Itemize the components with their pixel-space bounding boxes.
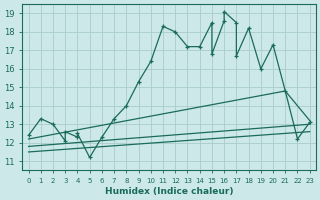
X-axis label: Humidex (Indice chaleur): Humidex (Indice chaleur)	[105, 187, 233, 196]
